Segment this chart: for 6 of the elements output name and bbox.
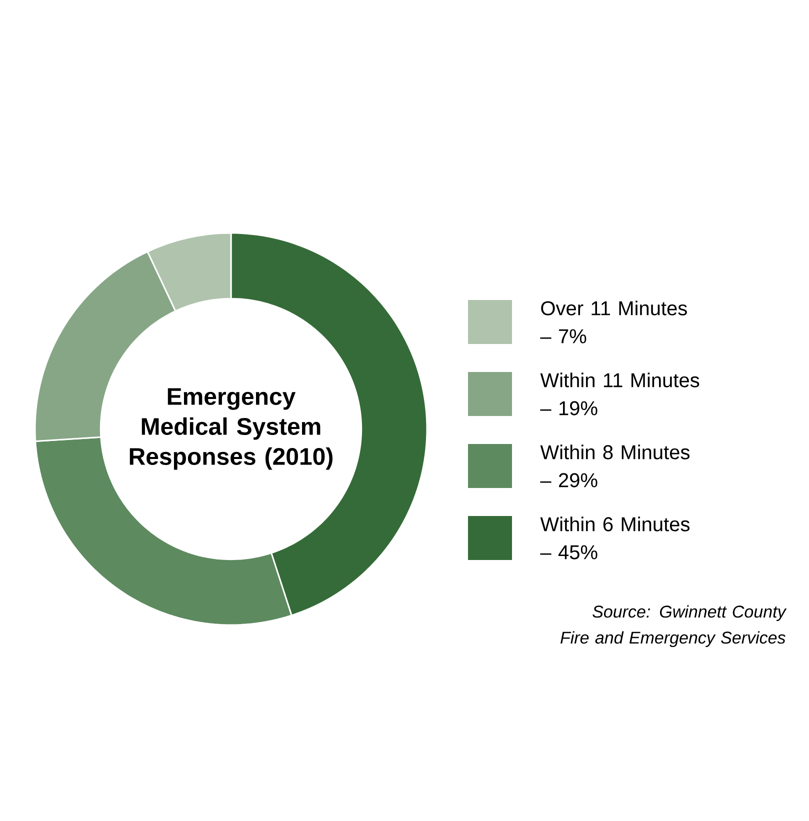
legend-label: Within 8 Minutes – 29% <box>540 444 690 488</box>
text: Source: Gwinnett County Fire and Emergency Services <box>560 605 787 648</box>
legend-label: Over 11 Minutes – 7% <box>540 300 687 344</box>
legend-label: Within 11 Minutes – 19% <box>540 372 700 416</box>
text: Emergency Medical System Responses (2010) <box>130 388 332 470</box>
legend-label: Within 6 Minutes – 45% <box>540 516 690 560</box>
